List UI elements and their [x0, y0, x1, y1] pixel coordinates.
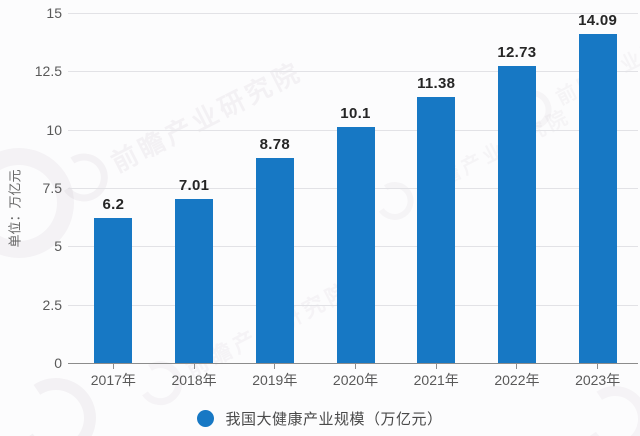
- y-tick-label: 5: [54, 238, 62, 255]
- x-axis-tick: [355, 363, 356, 369]
- x-axis-tick: [274, 363, 276, 369]
- y-tick-label: 7.5: [42, 180, 62, 196]
- bar-value-label: 6.2: [102, 196, 125, 214]
- x-axis-tick: [193, 363, 195, 369]
- qianzhan-logo-swoosh-icon: [372, 178, 417, 224]
- y-tick-label: 0: [54, 355, 62, 371]
- bar-value-label: 14.09: [578, 12, 618, 30]
- bar-value-label: 10.1: [340, 105, 371, 123]
- x-axis-tick: [435, 363, 437, 369]
- y-tick-label: 10: [46, 121, 62, 138]
- gridline: [68, 13, 638, 14]
- y-tick-label: 15: [46, 5, 62, 21]
- bar-value-label: 7.01: [178, 177, 210, 195]
- x-tick-label: 2021年: [413, 372, 459, 388]
- bar-value-label: 11.38: [417, 75, 456, 93]
- x-axis-tick: [112, 363, 114, 369]
- y-tick-label: 2.5: [42, 296, 62, 313]
- y-tick-label: 12.5: [34, 63, 62, 80]
- x-tick-label: 2020年: [332, 372, 379, 388]
- legend: 我国大健康产业规模（万亿元）: [0, 405, 640, 431]
- x-axis-tick: [597, 363, 599, 369]
- x-tick-label: 2023年: [575, 372, 621, 388]
- x-tick-label: 2022年: [494, 372, 540, 388]
- bar: [417, 97, 456, 363]
- bar-value-label: 12.73: [497, 43, 537, 61]
- gridline: [68, 71, 638, 73]
- legend-marker-circle-icon: [197, 409, 215, 427]
- x-tick-label: 2017年: [90, 372, 136, 388]
- x-axis-line: [68, 363, 638, 364]
- x-axis-tick: [516, 363, 518, 369]
- bar: [94, 218, 133, 363]
- bar: [578, 34, 617, 363]
- legend-label: 我国大健康产业规模（万亿元）: [225, 410, 443, 428]
- x-tick-label: 2018年: [171, 372, 217, 388]
- bar-value-label: 8.78: [259, 136, 290, 154]
- watermark: 前瞻产业研究院: [131, 267, 359, 412]
- bar: [175, 199, 214, 363]
- x-tick-label: 2019年: [252, 372, 298, 388]
- bar: [255, 158, 294, 363]
- bar: [336, 127, 375, 363]
- bar: [497, 65, 536, 363]
